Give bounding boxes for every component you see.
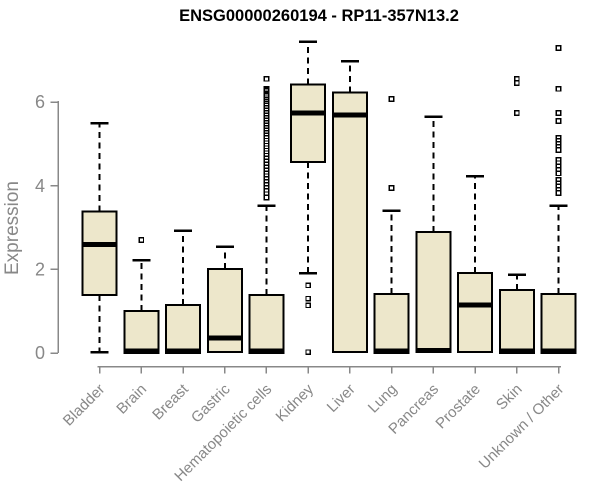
y-tick-label: 6: [35, 92, 45, 112]
outlier-point: [305, 282, 312, 289]
box: [165, 303, 202, 354]
x-tick-label: Prostate: [432, 381, 484, 433]
chart-title: ENSG00000260194 - RP11-357N13.2: [179, 7, 459, 25]
x-tick-label: Breast: [149, 380, 192, 423]
outlier-point: [305, 295, 312, 302]
outlier-point: [555, 146, 562, 153]
box: [415, 231, 452, 354]
outlier-point: [138, 237, 145, 244]
box: [81, 210, 118, 296]
outlier-point: [513, 110, 520, 116]
x-tick-label: Bladder: [60, 381, 109, 430]
outlier-point: [263, 75, 270, 82]
x-tick-label: Skin: [493, 381, 526, 414]
outlier-point: [555, 85, 562, 92]
box: [248, 293, 285, 355]
box: [540, 293, 577, 355]
outlier-point: [513, 80, 520, 86]
outlier-point: [555, 118, 562, 124]
box: [457, 272, 494, 354]
y-tick-label: 0: [35, 343, 45, 363]
outlier-point: [388, 184, 395, 191]
x-tick-label: Kidney: [273, 380, 318, 425]
outlier-point: [305, 349, 312, 356]
outlier-point: [555, 170, 562, 177]
box: [290, 83, 327, 163]
box: [331, 91, 368, 354]
outlier-point: [555, 44, 562, 51]
box: [498, 288, 535, 354]
x-tick-label: Brain: [113, 381, 150, 418]
x-tick-label: Liver: [324, 381, 359, 416]
x-tick-label: Lung: [365, 381, 401, 417]
outlier-point: [305, 302, 312, 309]
y-tick-label: 2: [35, 259, 45, 279]
outlier-point: [263, 194, 270, 201]
outlier-point: [555, 190, 562, 196]
y-tick-label: 4: [35, 176, 45, 196]
box: [373, 293, 410, 355]
box: [123, 310, 160, 355]
outlier-point: [388, 95, 395, 102]
outlier-point: [555, 110, 562, 116]
